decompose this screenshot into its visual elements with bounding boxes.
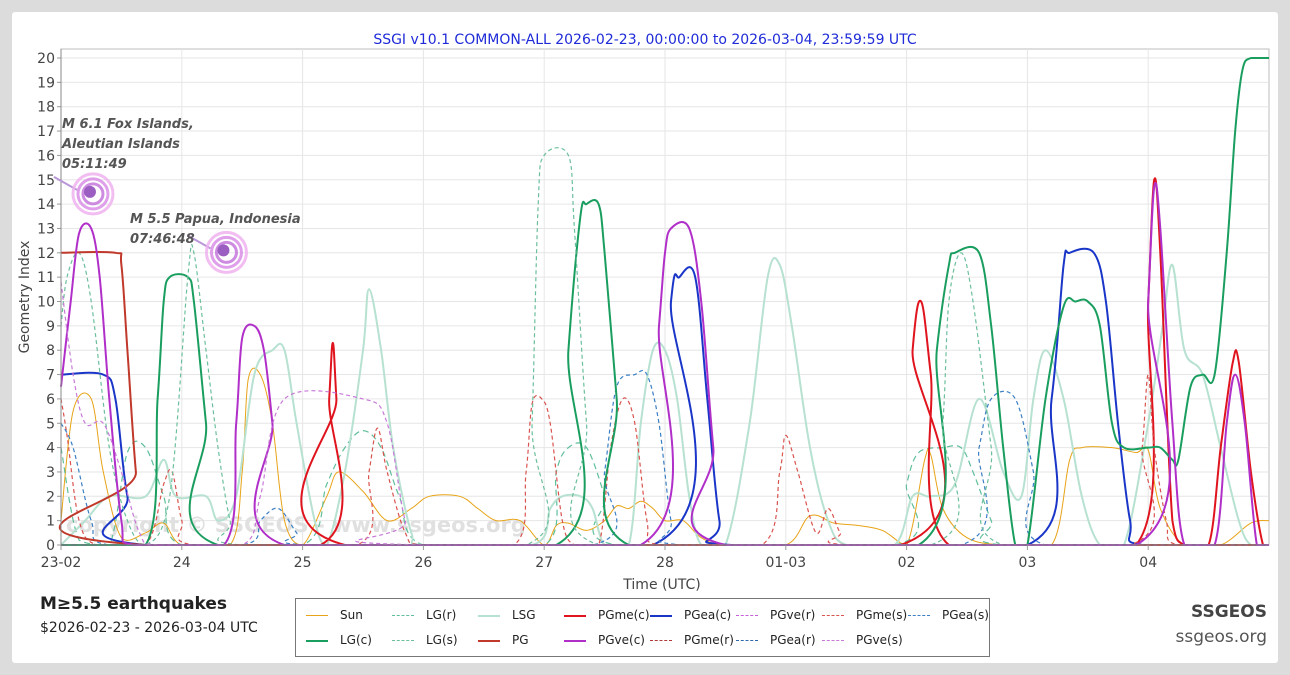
marker-ring [214,240,238,264]
y-tick-label: 3 [46,465,55,481]
legend-label: Sun [340,608,363,622]
legend-label: LSG [512,608,536,622]
legend-swatch [478,615,500,617]
legend-label: PGea(s) [942,608,989,622]
legend-swatch [736,640,758,641]
legend-label: PGve(c) [598,633,645,647]
marker-ring [71,172,115,216]
marker-ring [204,230,248,274]
x-axis-label: Time (UTC) [622,577,700,593]
legend-label: PGea(c) [684,608,732,622]
x-tick-label: 27 [535,555,553,571]
x-tick-label: 24 [173,555,191,571]
x-tick-label: 25 [294,555,312,571]
series-line-pgea-s [60,369,1269,546]
date-range: $2026-02-23 - 2026-03-04 UTC [40,620,258,636]
legend-swatch [564,615,586,617]
legend-swatch [822,640,844,641]
marker-core [217,244,230,257]
earthquake-marker: M 6.1 Fox Islands, Aleutian Islands 05:11:… [53,117,194,216]
x-tick-label: 28 [656,555,674,571]
watermark: copyright © SSGEOS - www.ssgeos.org [66,513,526,537]
legend-swatch [564,640,586,642]
footer-info: M≥5.5 earthquakes $2026-02-23 - 2026-03-… [40,594,258,636]
legend-swatch [478,640,500,642]
series-line-lsg [60,257,1269,547]
earthquake-label: M 6.1 Fox Islands, [62,117,194,132]
legend-label: PGve(s) [856,633,903,647]
x-tick-label: 01-03 [765,555,806,571]
y-tick-label: 11 [37,270,55,286]
earthquake-label: Aleutian Islands [61,137,180,152]
y-tick-label: 10 [37,295,55,311]
x-tick-label: 23-02 [41,555,82,571]
marker-core [83,185,96,198]
y-tick-label: 13 [37,221,55,237]
y-tick-label: 12 [37,246,55,262]
legend-swatch [306,615,328,616]
y-tick-label: 16 [37,148,55,164]
series-line-lg-c [60,56,1269,547]
legend-swatch [650,640,672,641]
brand-name: SSGEOS [1191,602,1267,622]
brand-site: ssgeos.org [1175,627,1267,647]
legend-label: PG [512,633,529,647]
legend-swatch [650,615,672,617]
earthquake-label: 05:11:49 [62,157,127,172]
y-tick-label: 0 [46,538,55,554]
y-axis-label: Geometry Index [17,241,33,354]
y-tick-label: 2 [46,489,55,505]
earthquake-marker: M 5.5 Papua, Indonesia 07:46:48 [130,212,301,274]
y-tick-label: 19 [37,75,55,91]
earthquake-label: M 5.5 Papua, Indonesia [130,212,301,227]
x-tick-label: 26 [414,555,432,571]
series-line-lg-r [60,430,1269,546]
legend-swatch [392,615,414,616]
legend-label: PGea(r) [770,633,816,647]
marker-ring [81,182,105,206]
brand-block: SSGEOS ssgeos.org [1175,602,1267,647]
chart-title: SSGI v10.1 COMMON-ALL 2026-02-23, 00:00:… [373,32,917,48]
legend-swatch [908,615,930,616]
marker-ring [76,177,110,211]
x-tick-label: 02 [898,555,916,571]
x-tick-label: 03 [1018,555,1036,571]
y-tick-label: 15 [37,173,55,189]
legend-label: PGve(r) [770,608,816,622]
legend-swatch [306,640,328,642]
chart-legend: Sun LG(r) LSG PGme(c) PGea(c) PGve(r) PGme(s) P… [295,598,990,657]
legend-label: LG(r) [426,608,457,622]
legend-label: PGme(r) [684,633,734,647]
legend-swatch [822,615,844,616]
y-tick-label: 18 [37,100,55,116]
y-tick-label: 7 [46,368,55,384]
legend-swatch [392,640,414,641]
legend-label: PGme(s) [856,608,908,622]
y-tick-label: 5 [46,416,55,432]
y-tick-label: 6 [46,392,55,408]
y-tick-label: 14 [37,197,55,213]
y-tick-label: 20 [37,51,55,67]
earthquake-label: 07:46:48 [130,232,195,247]
marker-ring [209,235,243,269]
y-tick-label: 8 [46,343,55,359]
earthquake-filter-title: M≥5.5 earthquakes [40,594,228,614]
x-tick-label: 04 [1139,555,1157,571]
legend-label: LG(c) [340,633,372,647]
series-line-pgve-s [60,281,1269,546]
legend-label: PGme(c) [598,608,650,622]
y-tick-label: 17 [37,124,55,140]
y-tick-label: 1 [46,514,55,530]
legend-swatch [736,615,758,616]
series-line-pgve-c [60,181,1269,547]
y-tick-label: 4 [46,441,55,457]
annotations: M 6.1 Fox Islands, Aleutian Islands 05:11:… [53,117,301,274]
y-tick-label: 9 [46,319,55,335]
legend-label: LG(s) [426,633,458,647]
